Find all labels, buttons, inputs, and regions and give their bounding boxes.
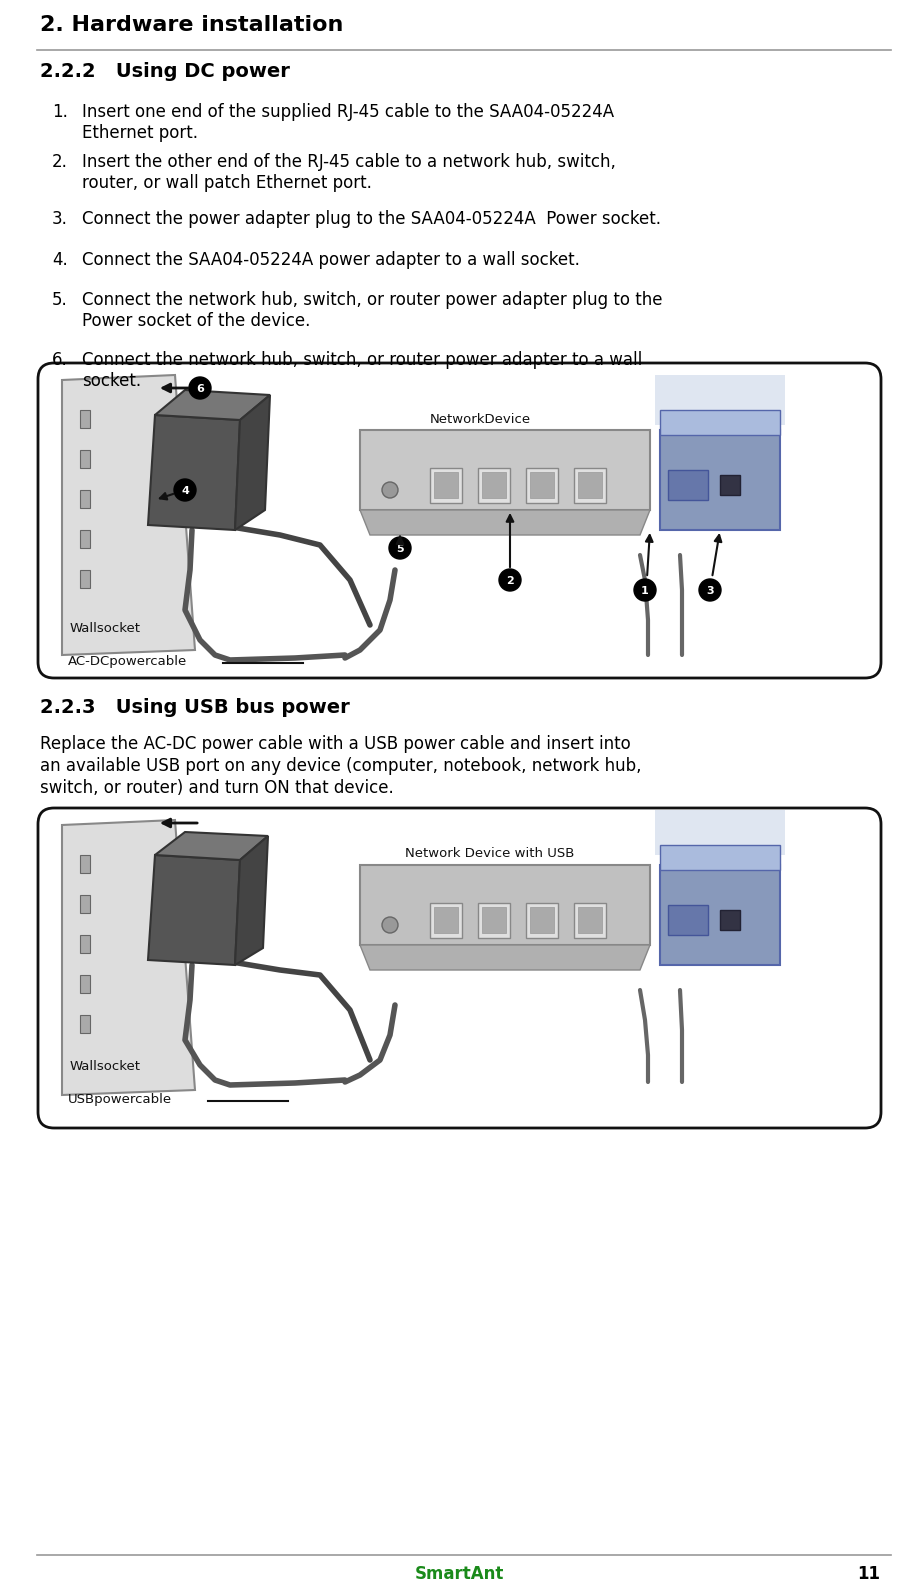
Bar: [80, 570, 90, 588]
Bar: [478, 903, 510, 938]
Text: switch, or router) and turn ON that device.: switch, or router) and turn ON that devi…: [40, 779, 393, 796]
Text: 2.2.2   Using DC power: 2.2.2 Using DC power: [40, 62, 289, 81]
Text: 2. Hardware installation: 2. Hardware installation: [40, 14, 344, 35]
FancyBboxPatch shape: [38, 363, 881, 679]
Bar: [434, 906, 458, 933]
Text: AC-DCpowercable: AC-DCpowercable: [68, 655, 187, 667]
Text: Network Device with USB: Network Device with USB: [405, 847, 574, 860]
Text: router, or wall patch Ethernet port.: router, or wall patch Ethernet port.: [82, 174, 372, 193]
Bar: [80, 449, 90, 468]
Bar: [526, 903, 558, 938]
Polygon shape: [148, 416, 240, 530]
Text: Wallsocket: Wallsocket: [70, 621, 141, 636]
Bar: [578, 472, 602, 499]
Text: SmartAnt: SmartAnt: [414, 1564, 504, 1583]
Polygon shape: [360, 510, 650, 535]
Bar: [430, 903, 462, 938]
Bar: [360, 865, 650, 945]
Bar: [80, 409, 90, 429]
Polygon shape: [235, 395, 270, 530]
Bar: [660, 409, 780, 435]
Text: 3.: 3.: [52, 210, 68, 228]
Text: NetworkDevice: NetworkDevice: [429, 413, 530, 425]
Text: 5: 5: [396, 543, 403, 553]
Bar: [720, 475, 740, 495]
Text: 6: 6: [196, 384, 204, 393]
Circle shape: [634, 578, 656, 601]
Bar: [530, 472, 554, 499]
Bar: [655, 374, 785, 425]
Bar: [430, 468, 462, 503]
Polygon shape: [155, 832, 268, 860]
Polygon shape: [62, 820, 195, 1094]
Bar: [668, 905, 708, 935]
Circle shape: [382, 918, 398, 933]
Polygon shape: [360, 945, 650, 970]
Bar: [80, 1015, 90, 1032]
Bar: [660, 844, 780, 870]
Bar: [720, 910, 740, 930]
Bar: [80, 975, 90, 992]
Bar: [660, 430, 780, 530]
Polygon shape: [155, 390, 270, 421]
Circle shape: [389, 537, 411, 559]
Text: Insert one end of the supplied RJ-45 cable to the SAA04-05224A: Insert one end of the supplied RJ-45 cab…: [82, 104, 614, 121]
Text: 1.: 1.: [52, 104, 68, 121]
Polygon shape: [235, 836, 268, 965]
Bar: [578, 906, 602, 933]
Bar: [526, 468, 558, 503]
Bar: [655, 809, 785, 855]
Text: Ethernet port.: Ethernet port.: [82, 124, 198, 142]
Bar: [80, 935, 90, 953]
Bar: [478, 468, 510, 503]
Bar: [574, 903, 606, 938]
Text: 11: 11: [857, 1564, 880, 1583]
Bar: [574, 468, 606, 503]
Bar: [668, 470, 708, 500]
Text: USBpowercable: USBpowercable: [68, 1093, 172, 1106]
Text: Wallsocket: Wallsocket: [70, 1059, 141, 1074]
Text: Insert the other end of the RJ-45 cable to a network hub, switch,: Insert the other end of the RJ-45 cable …: [82, 153, 616, 170]
Text: 6.: 6.: [52, 350, 68, 370]
Text: an available USB port on any device (computer, notebook, network hub,: an available USB port on any device (com…: [40, 757, 641, 776]
Text: Connect the network hub, switch, or router power adapter to a wall: Connect the network hub, switch, or rout…: [82, 350, 642, 370]
Text: 2: 2: [506, 575, 514, 586]
Circle shape: [499, 569, 521, 591]
Text: Connect the network hub, switch, or router power adapter plug to the: Connect the network hub, switch, or rout…: [82, 292, 663, 309]
Circle shape: [174, 479, 196, 502]
Circle shape: [699, 578, 721, 601]
Text: socket.: socket.: [82, 373, 142, 390]
Bar: [80, 895, 90, 913]
Bar: [530, 906, 554, 933]
Text: 1: 1: [641, 586, 649, 596]
Text: Connect the SAA04-05224A power adapter to a wall socket.: Connect the SAA04-05224A power adapter t…: [82, 252, 580, 269]
Polygon shape: [62, 374, 195, 655]
Bar: [482, 906, 506, 933]
Text: 4.: 4.: [52, 252, 68, 269]
Text: Power socket of the device.: Power socket of the device.: [82, 312, 311, 330]
FancyBboxPatch shape: [38, 808, 881, 1128]
Bar: [80, 491, 90, 508]
Bar: [660, 865, 780, 965]
Circle shape: [382, 483, 398, 499]
Text: Connect the power adapter plug to the SAA04-05224A  Power socket.: Connect the power adapter plug to the SA…: [82, 210, 661, 228]
Text: 4: 4: [181, 486, 189, 495]
Text: 2.2.3   Using USB bus power: 2.2.3 Using USB bus power: [40, 698, 350, 717]
Bar: [80, 855, 90, 873]
Polygon shape: [148, 855, 240, 965]
Bar: [360, 430, 650, 510]
Text: 2.: 2.: [52, 153, 68, 170]
Text: 3: 3: [706, 586, 714, 596]
Bar: [434, 472, 458, 499]
Bar: [482, 472, 506, 499]
Circle shape: [189, 378, 211, 398]
Text: Replace the AC-DC power cable with a USB power cable and insert into: Replace the AC-DC power cable with a USB…: [40, 734, 630, 753]
Bar: [80, 530, 90, 548]
Text: 5.: 5.: [52, 292, 68, 309]
